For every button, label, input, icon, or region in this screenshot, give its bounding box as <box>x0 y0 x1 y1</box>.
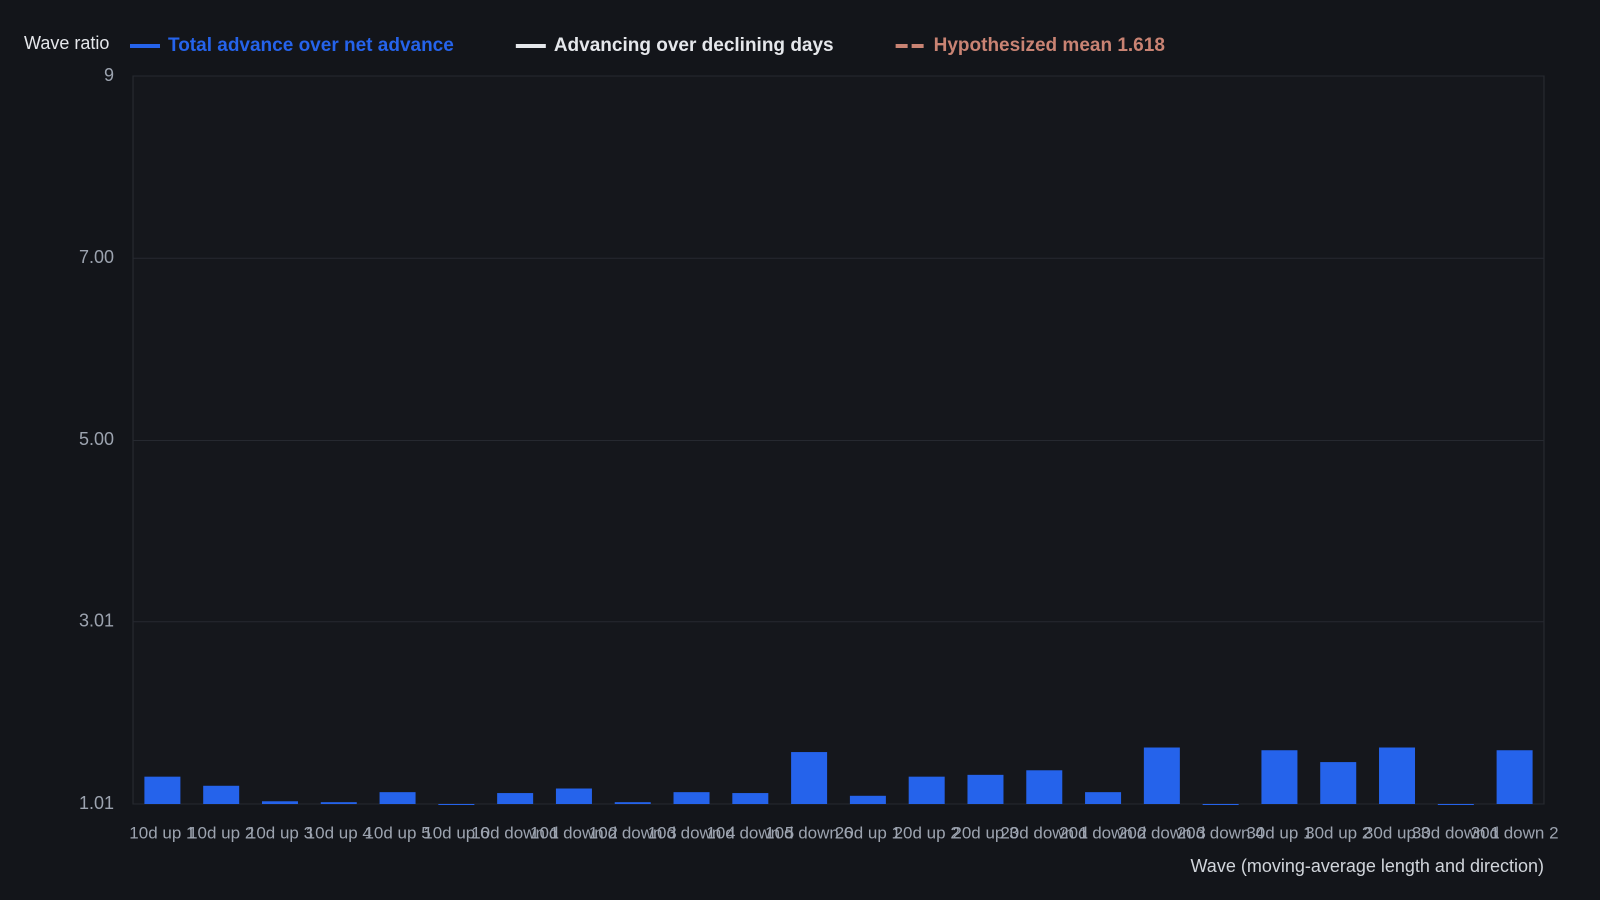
bar <box>1437 804 1474 805</box>
x-tick-label: 10d down 1 <box>471 823 559 842</box>
x-tick-label: 20d down 4 <box>1177 823 1265 842</box>
bar <box>438 804 475 805</box>
bar <box>1085 792 1122 804</box>
bar <box>849 795 886 804</box>
x-tick-label: 10d down 6 <box>765 823 853 842</box>
legend-label: Advancing over declining days <box>554 35 834 56</box>
x-tick-label: 30d down 1 <box>1412 823 1500 842</box>
bar <box>1496 750 1533 804</box>
x-tick-label: 20d down 3 <box>1118 823 1206 842</box>
bar <box>1202 804 1239 805</box>
x-tick-label: 10d up 4 <box>306 823 372 842</box>
x-tick-label: 30d up 2 <box>1305 823 1371 842</box>
x-tick-label: 10d down 3 <box>589 823 677 842</box>
x-tick-label: 10d up 6 <box>423 823 489 842</box>
y-tick-label: 1.01 <box>79 793 114 813</box>
bar <box>555 788 592 804</box>
x-tick-label: 30d up 1 <box>1246 823 1312 842</box>
bar <box>791 752 828 804</box>
x-tick-label: 20d down 2 <box>1059 823 1147 842</box>
bar <box>614 802 651 804</box>
x-axis-title: Wave (moving-average length and directio… <box>1190 856 1544 876</box>
bar <box>673 792 710 804</box>
x-tick-label: 10d down 2 <box>530 823 618 842</box>
bar <box>261 801 298 804</box>
bar <box>732 793 769 804</box>
x-tick-label: 10d up 1 <box>129 823 195 842</box>
y-tick-label: 5.00 <box>79 429 114 449</box>
bar <box>497 793 534 804</box>
x-tick-label: 20d up 2 <box>894 823 960 842</box>
x-tick-label: 10d down 4 <box>648 823 736 842</box>
legend-label: Hypothesized mean 1.618 <box>934 35 1165 56</box>
legend-label: Total advance over net advance <box>168 35 454 56</box>
x-tick-label: 10d down 5 <box>706 823 794 842</box>
x-tick-label: 20d up 1 <box>835 823 901 842</box>
bar <box>320 802 357 804</box>
x-tick-label: 30d up 3 <box>1364 823 1430 842</box>
y-tick-label: 9 <box>104 65 114 85</box>
x-tick-label: 30d down 2 <box>1471 823 1559 842</box>
y-tick-label: 3.01 <box>79 611 114 631</box>
bar <box>967 774 1004 804</box>
bar <box>144 776 181 804</box>
bar <box>1379 747 1416 804</box>
bar <box>379 792 416 804</box>
x-tick-label: 10d up 5 <box>364 823 430 842</box>
x-tick-label: 10d up 2 <box>188 823 254 842</box>
bar <box>908 776 945 804</box>
y-axis-title: Wave ratio <box>24 33 109 53</box>
y-tick-label: 7.00 <box>79 247 114 267</box>
x-tick-label: 20d up 3 <box>952 823 1018 842</box>
x-tick-label: 10d up 3 <box>247 823 313 842</box>
bar <box>1261 750 1298 804</box>
bar <box>1320 762 1357 804</box>
bar <box>1143 747 1180 804</box>
bar <box>1026 770 1063 804</box>
bar <box>203 785 240 804</box>
x-tick-label: 20d down 1 <box>1000 823 1088 842</box>
